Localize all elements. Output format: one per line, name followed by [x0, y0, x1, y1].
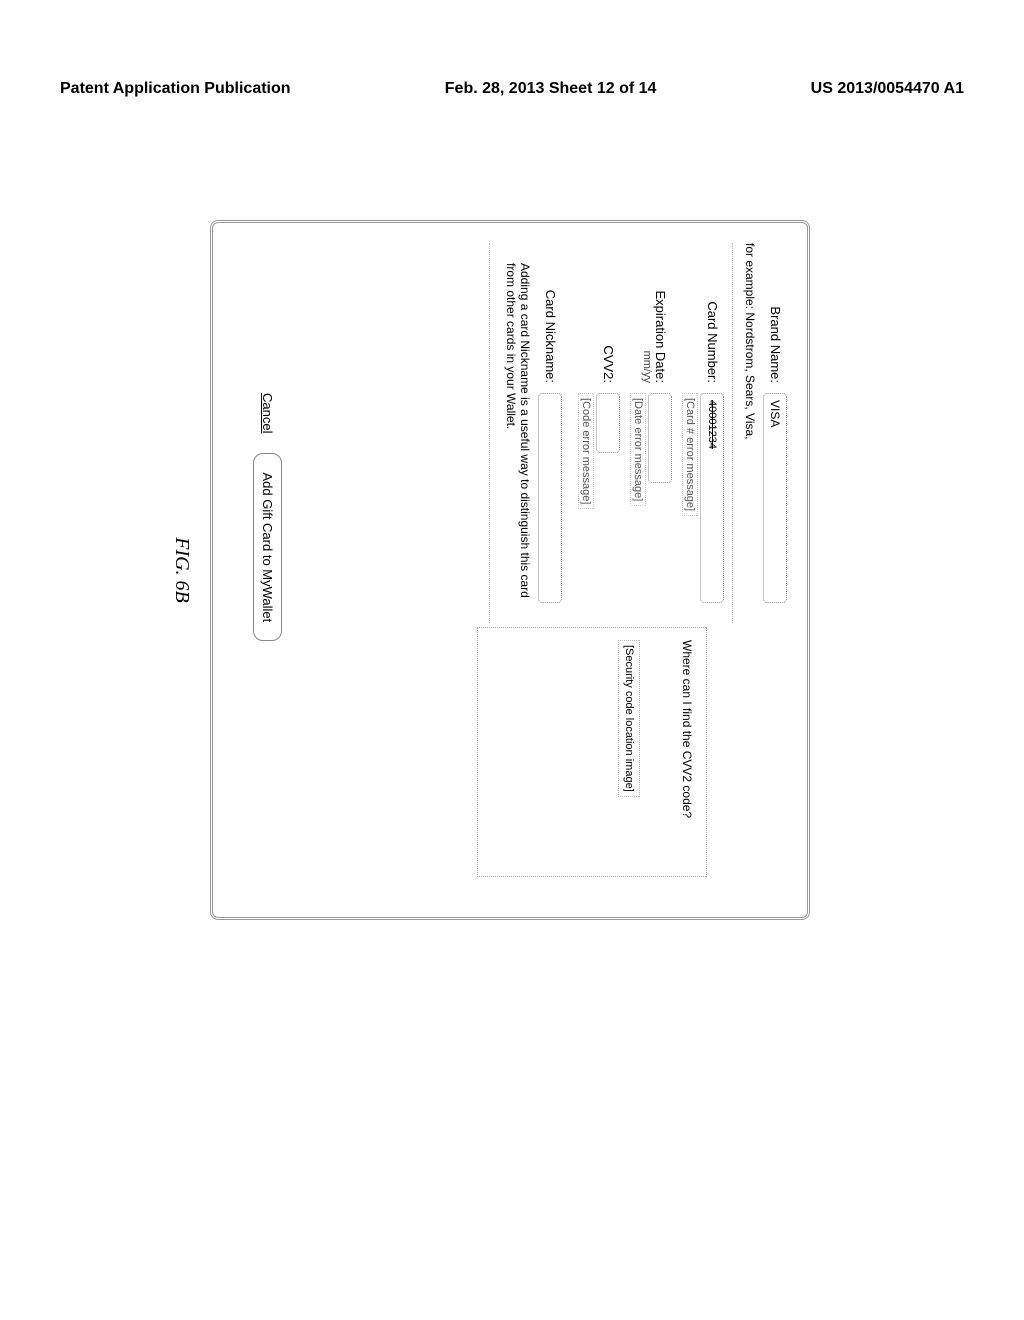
cardnum-label: Card Number: [705, 243, 724, 393]
divider-2 [489, 243, 490, 623]
cardnum-value: 40001234 [706, 400, 718, 449]
cvv-help-title: Where can I find the CVV2 code? [680, 640, 694, 864]
header-center: Feb. 28, 2013 Sheet 12 of 14 [445, 80, 657, 98]
cvv-help-image: [Security code location image] [618, 640, 640, 797]
exp-error: [Date error message] [630, 393, 646, 506]
cardnum-input[interactable]: 40001234 [700, 393, 724, 603]
nickname-hint: Adding a card Nickname is a useful way t… [504, 263, 532, 603]
cvv-error: [Code error message] [578, 393, 594, 509]
brand-example: for example: Nordstrom, Sears, Visa, [743, 243, 757, 897]
nickname-label: Card Nickname: [543, 243, 562, 393]
brand-label: Brand Name: [768, 243, 787, 393]
form-frame: Brand Name: VISA for example: Nordstrom,… [210, 220, 810, 920]
cvv-help-box: Where can I find the CVV2 code? [Securit… [477, 627, 707, 877]
header-right: US 2013/0054470 A1 [811, 80, 964, 98]
cancel-link[interactable]: Cancel [260, 393, 275, 433]
brand-input[interactable]: VISA [763, 393, 787, 603]
exp-sublabel: mm/yy [641, 243, 653, 383]
header-left: Patent Application Publication [60, 80, 291, 98]
nickname-input[interactable] [538, 393, 562, 603]
exp-label: Expiration Date: [653, 243, 668, 383]
figure-caption: FIG. 6B [170, 537, 193, 603]
divider [732, 243, 733, 623]
cvv-label: CVV2: [601, 243, 620, 393]
exp-input[interactable] [648, 393, 672, 483]
add-button[interactable]: Add Gift Card to MyWallet [253, 453, 282, 641]
cvv-input[interactable] [596, 393, 620, 453]
cardnum-error: [Card # error message] [682, 393, 698, 516]
